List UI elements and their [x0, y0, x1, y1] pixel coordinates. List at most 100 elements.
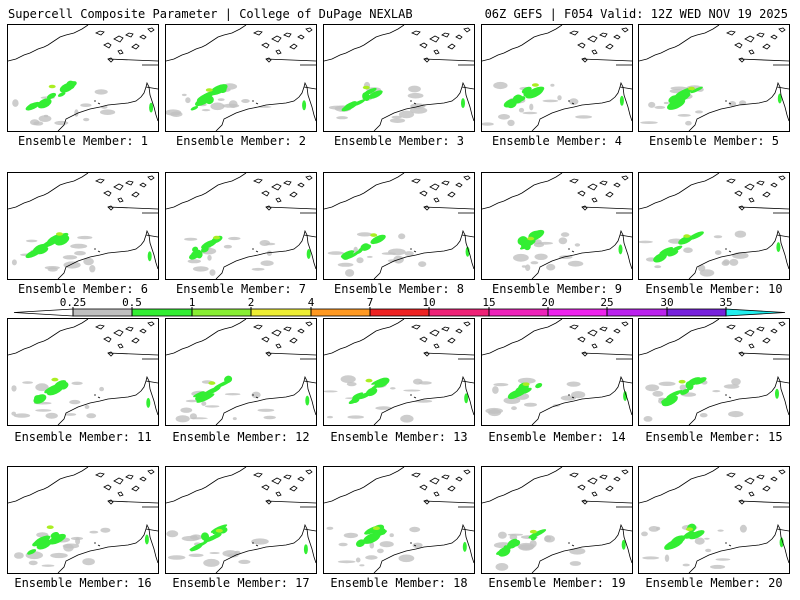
coastlines: [482, 173, 632, 279]
ensemble-member-map: [638, 318, 790, 426]
ensemble-member-map: [165, 466, 317, 574]
colorbar-segment: [72, 308, 133, 317]
colorbar-tick-label: 15: [482, 296, 496, 309]
pacific-north-america-map: [482, 319, 632, 425]
scp-shading: [11, 377, 151, 419]
scp-shading: [640, 85, 782, 126]
ensemble-member-label: Ensemble Member: 14: [488, 430, 626, 444]
pacific-north-america-map: [482, 25, 632, 131]
coastlines: [8, 467, 158, 573]
coastlines: [482, 25, 632, 131]
colorbar-tick-label: 4: [307, 296, 315, 309]
ensemble-member-map: [165, 172, 317, 280]
pacific-north-america-map: [324, 319, 474, 425]
ensemble-member-label: Ensemble Member: 17: [172, 576, 310, 590]
colorbar-tick-label: 1: [188, 296, 196, 309]
ensemble-member-label: Ensemble Member: 10: [645, 282, 783, 296]
pacific-north-america-map: [639, 25, 789, 131]
ensemble-member-map: [323, 466, 475, 574]
pacific-north-america-map: [324, 25, 474, 131]
colorbar-segment: [666, 308, 727, 317]
ensemble-member-label: Ensemble Member: 19: [488, 576, 626, 590]
colorbar-tick-label: 20: [541, 296, 555, 309]
colorbar-segment: [13, 308, 74, 317]
ensemble-member-label: Ensemble Member: 5: [648, 134, 780, 148]
ensemble-member-label: Ensemble Member: 16: [14, 576, 152, 590]
scp-shading: [175, 375, 310, 423]
valid-time-label: 06Z GEFS | F054 Valid: 12Z WED NOV 19 20…: [484, 7, 788, 21]
pacific-north-america-map: [8, 173, 158, 279]
scp-shading: [166, 83, 307, 117]
coastlines: [166, 25, 316, 131]
ensemble-member-label: Ensemble Member: 18: [330, 576, 468, 590]
pacific-north-america-map: [482, 467, 632, 573]
colorbar-segment: [547, 308, 608, 317]
pacific-north-america-map: [8, 25, 158, 131]
scp-shading: [327, 232, 470, 277]
ensemble-member-map: [165, 318, 317, 426]
ensemble-member-label: Ensemble Member: 1: [17, 134, 149, 148]
ensemble-member-label: Ensemble Member: 7: [175, 282, 307, 296]
colorbar-segment: [428, 308, 490, 317]
colorbar-segment: [369, 308, 430, 317]
ensemble-member-label: Ensemble Member: 2: [175, 134, 307, 148]
scp-shading: [11, 232, 152, 273]
colorbar-tick-label: 25: [600, 296, 614, 309]
chart-title: Supercell Composite Parameter | College …: [8, 7, 413, 21]
scp-shading: [12, 80, 154, 126]
colorbar-tick-label: 35: [719, 296, 733, 309]
pacific-north-america-map: [639, 173, 789, 279]
ensemble-member-map: [638, 24, 790, 132]
coastlines: [8, 25, 158, 131]
coastlines: [166, 173, 316, 279]
colorbar-segment: [191, 308, 252, 317]
ensemble-member-map: [165, 24, 317, 132]
scp-shading: [639, 230, 781, 277]
scp-shading: [513, 229, 623, 271]
scp-shading: [485, 377, 628, 417]
ensemble-member-map: [323, 172, 475, 280]
pacific-north-america-map: [166, 319, 316, 425]
ensemble-member-label: Ensemble Member: 8: [333, 282, 465, 296]
scp-shading: [14, 525, 149, 567]
scp-shading: [328, 81, 465, 123]
coastlines: [482, 467, 632, 573]
ensemble-member-label: Ensemble Member: 12: [172, 430, 310, 444]
scp-shading: [482, 81, 624, 127]
coastlines: [324, 25, 474, 131]
coastlines: [324, 319, 474, 425]
coastlines: [8, 319, 158, 425]
coastlines: [324, 173, 474, 279]
scp-shading: [324, 375, 469, 423]
ensemble-member-map: [7, 172, 159, 280]
colorbar-tick-label: 10: [422, 296, 436, 309]
ensemble-member-label: Ensemble Member: 15: [645, 430, 783, 444]
scp-shading: [641, 523, 784, 569]
pacific-north-america-map: [639, 467, 789, 573]
ensemble-member-map: [638, 466, 790, 574]
colorbar-tick-label: 0.5: [122, 296, 142, 309]
ensemble-member-label: Ensemble Member: 11: [14, 430, 152, 444]
coastlines: [639, 319, 789, 425]
scp-shading: [166, 524, 308, 567]
ensemble-member-map: [7, 318, 159, 426]
scp-shading: [493, 529, 626, 571]
colorbar-tick-label: 0.25: [59, 296, 87, 309]
pacific-north-america-map: [166, 467, 316, 573]
colorbar-segment: [250, 308, 312, 317]
pacific-north-america-map: [8, 467, 158, 573]
pacific-north-america-map: [166, 25, 316, 131]
scp-shading: [643, 377, 779, 422]
ensemble-member-label: Ensemble Member: 9: [491, 282, 623, 296]
ensemble-member-label: Ensemble Member: 3: [333, 134, 465, 148]
ensemble-member-label: Ensemble Member: 6: [17, 282, 149, 296]
ensemble-member-label: Ensemble Member: 4: [491, 134, 623, 148]
ensemble-member-map: [481, 318, 633, 426]
ensemble-member-map: [7, 24, 159, 132]
colorbar-segment: [725, 308, 786, 317]
colorbar-segment: [131, 308, 193, 317]
ensemble-member-map: [323, 318, 475, 426]
scp-shading: [184, 235, 311, 276]
scp-shading: [326, 524, 467, 567]
coastlines: [639, 173, 789, 279]
